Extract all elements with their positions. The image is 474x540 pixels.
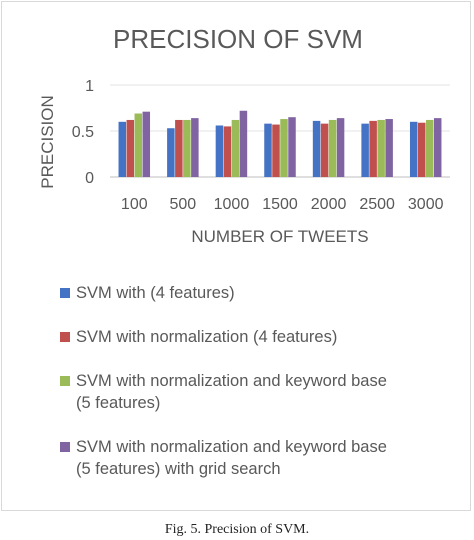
bar	[223, 126, 232, 177]
bar	[142, 111, 151, 177]
legend-label: SVM with (4 features)	[76, 284, 235, 302]
bar	[118, 121, 127, 177]
bar	[433, 118, 442, 177]
bar	[215, 125, 224, 177]
x-tick-label: 100	[121, 196, 148, 213]
x-tick-label: 2500	[359, 196, 395, 213]
y-tick-label: 0	[85, 170, 94, 187]
legend-label: SVM with normalization and keyword base	[76, 438, 387, 456]
bar	[377, 119, 385, 177]
x-tick-label: 2000	[311, 196, 347, 213]
y-axis-label: PRECISION	[38, 95, 57, 189]
chart-frame: PRECISION OF SVM PRECISION NUMBER OF TWE…	[1, 1, 471, 511]
figure-caption: Fig. 5. Precision of SVM.	[164, 522, 310, 537]
legend-swatch	[60, 376, 70, 386]
bar	[134, 113, 143, 177]
bar	[191, 118, 199, 177]
bar	[183, 119, 191, 177]
legend-item: SVM with normalization and keyword base (…	[60, 436, 460, 480]
legend-item: SVM with (4 features)	[60, 282, 460, 304]
bar	[409, 121, 418, 177]
bar	[175, 119, 183, 177]
bar	[280, 119, 288, 177]
bar	[126, 119, 135, 177]
bars	[118, 110, 442, 177]
legend-label: (5 features)	[76, 394, 161, 412]
bar	[288, 117, 296, 177]
tick-labels: 0 0.5 1 100 500 1000 1500 2000 2500 3000	[72, 78, 444, 213]
legend: SVM with (4 features) SVM with normalizat…	[60, 282, 460, 502]
bar	[231, 119, 240, 177]
bar	[417, 122, 426, 177]
legend-label: SVM with normalization and keyword base	[76, 372, 387, 390]
legend-swatch	[60, 332, 70, 342]
bar	[272, 124, 280, 177]
bar	[385, 119, 393, 177]
bar	[425, 119, 434, 177]
legend-item: SVM with normalization and keyword base (…	[60, 370, 460, 414]
bar	[320, 123, 329, 177]
bar	[312, 120, 321, 177]
legend-label: (5 features) with grid search	[76, 460, 281, 478]
bar	[167, 128, 175, 177]
x-axis-label: NUMBER OF TWEETS	[191, 227, 368, 246]
chart-title: PRECISION OF SVM	[113, 24, 363, 54]
y-tick-label: 0.5	[72, 124, 94, 141]
bar	[369, 120, 377, 177]
legend-item: SVM with normalization (4 features)	[60, 326, 460, 348]
chart-svg: PRECISION OF SVM PRECISION NUMBER OF TWE…	[38, 24, 450, 246]
legend-label: SVM with normalization (4 features)	[76, 328, 338, 346]
legend-swatch	[60, 288, 70, 298]
bar	[239, 110, 248, 177]
bar	[336, 118, 345, 177]
bar	[361, 123, 369, 177]
bar	[328, 119, 337, 177]
legend-swatch	[60, 442, 70, 452]
x-tick-label: 500	[170, 196, 197, 213]
x-tick-label: 1000	[214, 196, 250, 213]
x-tick-label: 1500	[262, 196, 298, 213]
gridlines	[110, 84, 450, 178]
y-tick-label: 1	[85, 78, 94, 95]
bar	[264, 123, 272, 177]
x-tick-label: 3000	[408, 196, 444, 213]
